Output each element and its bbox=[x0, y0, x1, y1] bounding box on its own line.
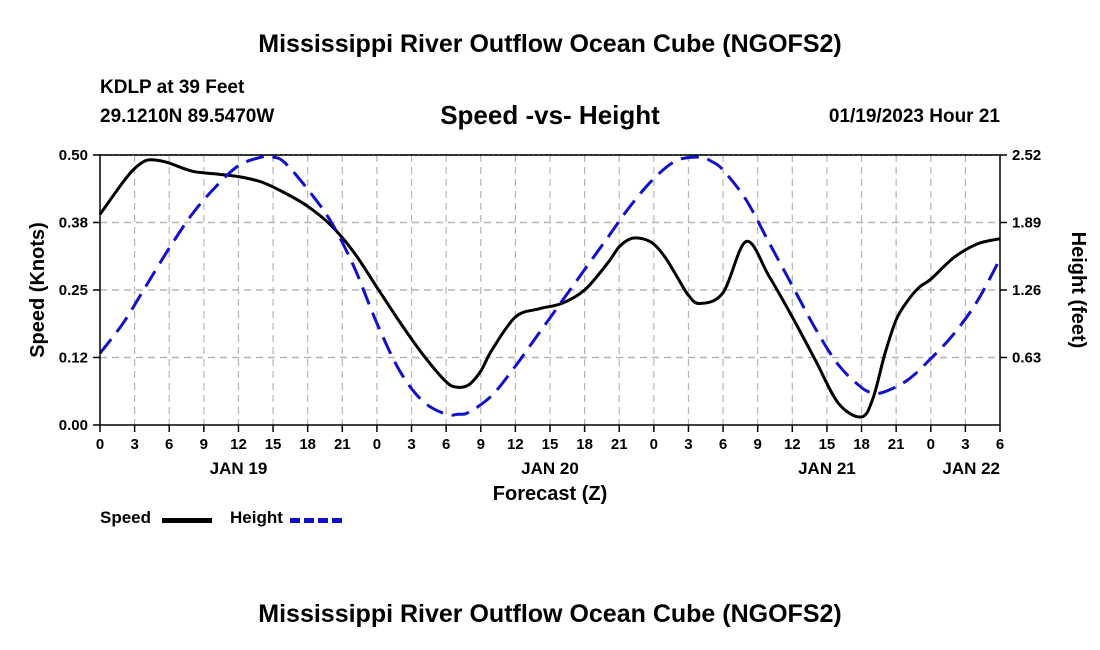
x-tick-label: 18 bbox=[299, 436, 316, 453]
height-series-line bbox=[98, 154, 1002, 417]
chart-subtitle: Speed -vs- Height bbox=[440, 100, 660, 130]
x-tick-label: 0 bbox=[96, 436, 104, 453]
x-tick-label: 6 bbox=[165, 436, 173, 453]
x-tick-label: 15 bbox=[819, 436, 836, 453]
station-label: KDLP at 39 Feet bbox=[100, 77, 245, 98]
day-label: JAN 22 bbox=[942, 459, 1000, 478]
y2-tick-label: 0.63 bbox=[1012, 350, 1041, 367]
x-tick-label: 15 bbox=[265, 436, 282, 453]
y2-tick-label: 1.26 bbox=[1012, 282, 1041, 299]
y2-axis-label: Height (feet) bbox=[1067, 232, 1089, 349]
x-tick-label: 12 bbox=[784, 436, 801, 453]
x-tick-label: 0 bbox=[373, 436, 381, 453]
x-tick-label: 0 bbox=[927, 436, 935, 453]
x-tick-label: 21 bbox=[888, 436, 905, 453]
y2-tick-label: 1.89 bbox=[1012, 215, 1041, 232]
datetime-label: 01/19/2023 Hour 21 bbox=[828, 106, 1000, 127]
x-tick-label: 18 bbox=[576, 436, 593, 453]
x-tick-label: 3 bbox=[407, 436, 415, 453]
y2-tick-label: 2.52 bbox=[1012, 147, 1041, 164]
y-tick-label: 0.00 bbox=[59, 417, 88, 434]
x-axis-label: Forecast (Z) bbox=[493, 483, 607, 505]
x-tick-label: 0 bbox=[650, 436, 658, 453]
legend-speed-swatch bbox=[162, 518, 212, 523]
x-tick-label: 21 bbox=[334, 436, 351, 453]
y-tick-label: 0.25 bbox=[59, 282, 88, 299]
legend-height-swatch bbox=[290, 518, 342, 523]
day-label: JAN 20 bbox=[521, 459, 579, 478]
speed-series-line bbox=[98, 158, 1001, 419]
legend-speed-label: Speed bbox=[100, 508, 152, 527]
y-tick-label: 0.50 bbox=[59, 147, 88, 164]
grid-layer bbox=[100, 154, 1000, 425]
x-tick-label: 3 bbox=[684, 436, 692, 453]
y-tick-label: 0.38 bbox=[59, 215, 88, 232]
day-label: JAN 19 bbox=[210, 459, 268, 478]
x-tick-label: 3 bbox=[961, 436, 969, 453]
x-tick-label: 12 bbox=[507, 436, 524, 453]
x-tick-label: 6 bbox=[442, 436, 450, 453]
x-tick-label: 3 bbox=[130, 436, 138, 453]
series-layer bbox=[98, 154, 1002, 419]
x-tick-label: 6 bbox=[996, 436, 1004, 453]
x-tick-label: 12 bbox=[230, 436, 247, 453]
coordinates-label: 29.1210N 89.5470W bbox=[100, 106, 275, 127]
axis-layer: 0 3 6 9 12 15 18 21 0 3 6 9 12 15 18 21 0 3 6 9 12 15 18 21 0 3 6 J… bbox=[59, 147, 1041, 478]
x-tick-label: 9 bbox=[200, 436, 208, 453]
x-tick-label: 6 bbox=[719, 436, 727, 453]
y-axis-label: Speed (Knots) bbox=[27, 222, 49, 358]
x-tick-label: 21 bbox=[611, 436, 628, 453]
x-tick-label: 9 bbox=[754, 436, 762, 453]
legend-height-label: Height bbox=[230, 508, 283, 527]
page-title: Mississippi River Outflow Ocean Cube (NG… bbox=[258, 30, 842, 58]
y-tick-label: 0.12 bbox=[59, 350, 88, 367]
x-tick-label: 9 bbox=[477, 436, 485, 453]
bottom-title: Mississippi River Outflow Ocean Cube (NG… bbox=[258, 600, 842, 628]
x-tick-label: 18 bbox=[853, 436, 870, 453]
day-label: JAN 21 bbox=[798, 459, 856, 478]
x-tick-label: 15 bbox=[542, 436, 559, 453]
